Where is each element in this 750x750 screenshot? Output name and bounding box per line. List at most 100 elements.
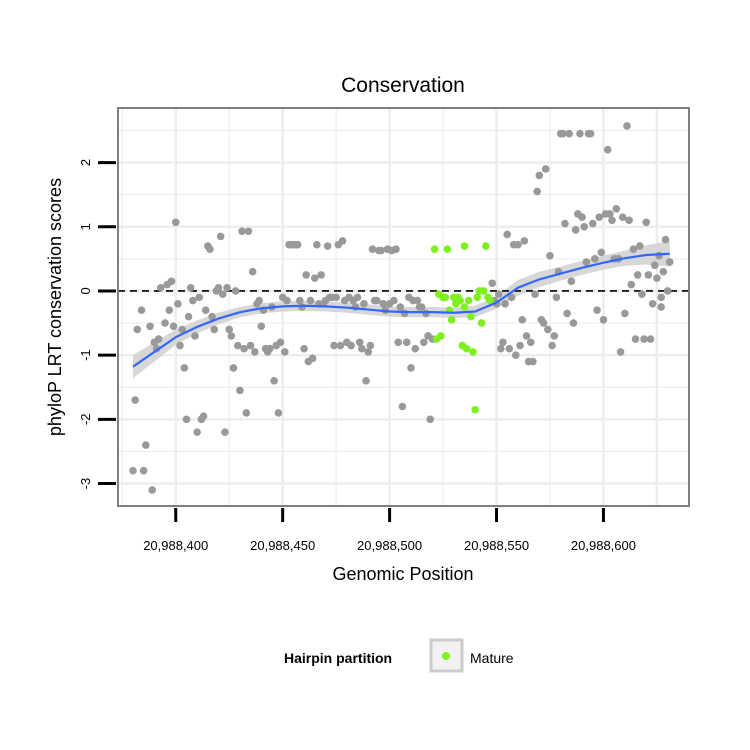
- mature-point: [460, 242, 469, 250]
- other-point: [242, 409, 251, 417]
- mature-point: [471, 405, 479, 414]
- other-point: [323, 242, 332, 250]
- mature-point: [456, 296, 464, 305]
- other-point: [210, 325, 219, 334]
- other-point: [270, 377, 278, 385]
- other-point: [627, 280, 636, 289]
- mature-point: [441, 293, 450, 302]
- other-point: [216, 232, 225, 241]
- other-point: [330, 341, 338, 350]
- other-point: [165, 306, 174, 315]
- y-tick-label: -3: [78, 478, 93, 490]
- other-point: [364, 348, 373, 356]
- other-point: [608, 216, 616, 225]
- other-point: [357, 344, 366, 353]
- other-points: [129, 122, 674, 494]
- x-tick-label: 20,988,500: [357, 538, 422, 553]
- other-point: [199, 412, 208, 420]
- other-point: [257, 322, 266, 331]
- other-point: [148, 486, 157, 494]
- other-point: [591, 255, 599, 263]
- other-point: [599, 316, 608, 324]
- other-point: [642, 218, 651, 227]
- legend-mature-label: Mature: [470, 650, 514, 666]
- other-point: [379, 299, 387, 308]
- other-point: [648, 299, 657, 308]
- other-point: [201, 306, 210, 315]
- other-point: [313, 240, 321, 249]
- other-point: [154, 335, 163, 343]
- mature-point: [486, 296, 494, 305]
- other-point: [505, 344, 514, 353]
- other-point: [171, 218, 180, 227]
- other-point: [576, 129, 584, 138]
- mature-point: [467, 312, 475, 321]
- other-point: [146, 322, 154, 331]
- other-point: [221, 428, 229, 436]
- other-point: [236, 386, 244, 395]
- other-point: [129, 466, 137, 475]
- other-point: [631, 335, 640, 343]
- other-point: [298, 303, 306, 311]
- y-tick-label: 0: [78, 287, 93, 294]
- other-point: [559, 129, 567, 138]
- legend: Hairpin partition Mature: [284, 638, 514, 673]
- mature-point: [473, 293, 482, 302]
- other-point: [223, 283, 231, 292]
- other-point: [569, 319, 578, 327]
- other-point: [653, 274, 661, 282]
- other-point: [281, 348, 289, 356]
- other-point: [174, 299, 182, 308]
- other-point: [593, 306, 601, 315]
- other-point: [535, 171, 544, 180]
- other-point: [276, 338, 285, 347]
- other-point: [206, 245, 214, 254]
- other-point: [392, 245, 400, 254]
- x-axis-title: Genomic Position: [332, 564, 473, 584]
- other-point: [233, 341, 242, 350]
- other-point: [520, 237, 529, 245]
- other-point: [629, 245, 638, 254]
- other-point: [142, 441, 150, 449]
- other-point: [167, 277, 176, 286]
- other-point: [161, 319, 169, 327]
- other-point: [251, 348, 259, 356]
- other-point: [248, 267, 257, 276]
- y-tick-label: -2: [78, 414, 93, 426]
- other-point: [390, 296, 398, 305]
- other-point: [195, 293, 204, 302]
- other-point: [514, 240, 522, 249]
- other-point: [640, 335, 648, 343]
- y-tick-label: -1: [78, 349, 93, 361]
- other-point: [507, 293, 516, 302]
- other-point: [182, 415, 191, 424]
- other-point: [567, 277, 576, 286]
- mature-point: [479, 287, 488, 295]
- other-point: [238, 227, 246, 236]
- other-point: [227, 332, 236, 340]
- other-point: [616, 348, 625, 356]
- other-point: [229, 364, 238, 372]
- other-point: [499, 338, 507, 347]
- other-point: [618, 213, 627, 221]
- other-point: [193, 428, 201, 436]
- mature-point: [477, 319, 486, 327]
- other-point: [563, 309, 571, 318]
- other-point: [180, 364, 189, 372]
- mature-point: [464, 296, 473, 305]
- other-point: [636, 242, 644, 250]
- other-point: [550, 332, 559, 340]
- mature-points: [430, 242, 494, 414]
- other-point: [420, 338, 428, 347]
- other-point: [244, 227, 253, 236]
- y-axis: -3 -2 -1 0 1 2: [78, 159, 116, 489]
- other-point: [362, 377, 370, 385]
- other-point: [302, 271, 310, 279]
- other-point: [189, 296, 197, 305]
- panel-border: [117, 107, 690, 507]
- x-tick-label: 20,988,450: [250, 538, 315, 553]
- mature-point: [443, 245, 452, 254]
- other-point: [531, 290, 539, 298]
- other-point: [368, 245, 377, 254]
- other-point: [246, 341, 255, 350]
